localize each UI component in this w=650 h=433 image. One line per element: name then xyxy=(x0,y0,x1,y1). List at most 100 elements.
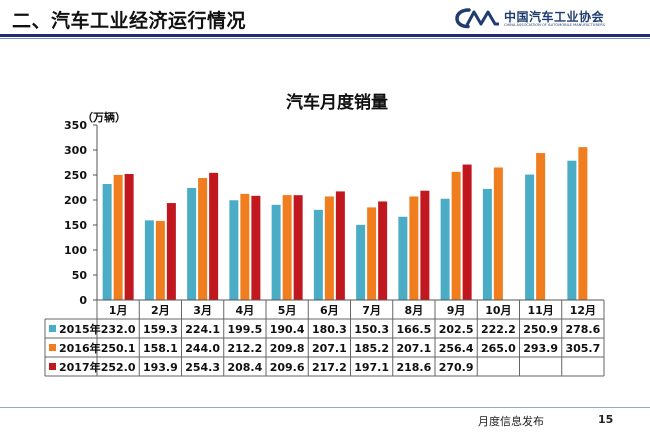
table-cell-value: 222.2 xyxy=(481,323,516,336)
table-cell-value: 305.7 xyxy=(565,342,600,355)
table-cell-value: 270.9 xyxy=(439,361,474,374)
legend-label: 2016年 xyxy=(59,341,101,355)
x-tick-label: 1月 xyxy=(109,304,128,317)
x-tick-label: 9月 xyxy=(447,304,466,317)
table-cell-value: 190.4 xyxy=(270,323,305,336)
org-name: 中国汽车工业协会 xyxy=(504,10,605,24)
table-cell-value: 150.3 xyxy=(354,323,389,336)
table-cell-value: 256.4 xyxy=(439,342,474,355)
bar xyxy=(271,204,281,300)
y-tick-label: 350 xyxy=(64,119,87,132)
y-tick-label: 200 xyxy=(64,194,87,207)
table-cell-value: 207.1 xyxy=(396,342,431,355)
table-cell-value: 293.9 xyxy=(523,342,558,355)
data-table: 1月 2月 3月 4月 5月 6月 7月 8月 9月 10月 11月 12月 2015年 232.0 159… xyxy=(44,300,605,377)
legend-label: 2015年 xyxy=(59,322,101,336)
bar xyxy=(124,174,134,300)
chart-title: 汽车月度销量 xyxy=(286,92,388,113)
y-tick-label: 250 xyxy=(64,169,87,182)
table-cell-value: 209.8 xyxy=(270,342,305,355)
y-tick-label: 100 xyxy=(64,244,87,257)
table-cell-value: 159.3 xyxy=(143,323,178,336)
y-tick-label: 0 xyxy=(79,294,87,307)
bar xyxy=(113,174,123,300)
bar xyxy=(493,167,503,300)
slide-title: 二、汽车工业经济运行情况 xyxy=(12,10,247,32)
table-cell-value: 207.1 xyxy=(312,342,347,355)
header-divider xyxy=(0,34,650,37)
table-cell-value: 212.2 xyxy=(227,342,262,355)
bar xyxy=(293,195,303,300)
footer-label: 月度信息发布 xyxy=(478,415,544,428)
x-tick-label: 10月 xyxy=(485,304,511,317)
bar xyxy=(536,153,546,300)
y-axis-ticks: 0 50 100 150 200 250 300 350 xyxy=(64,119,98,307)
bar xyxy=(482,188,492,300)
table-cell-value: 180.3 xyxy=(312,323,347,336)
table-cell-value: 193.9 xyxy=(143,361,178,374)
table-cell-value: 224.1 xyxy=(185,323,220,336)
bar xyxy=(462,164,472,300)
table-cell-value: 217.2 xyxy=(312,361,347,374)
bar xyxy=(378,201,388,300)
bar xyxy=(102,184,112,300)
legend-label: 2017年 xyxy=(59,360,101,374)
bar xyxy=(251,195,261,300)
bar xyxy=(324,196,334,300)
table-cell-value: 250.9 xyxy=(523,323,558,336)
bar xyxy=(282,195,292,300)
bar xyxy=(144,220,154,300)
org-name-english: CHINA ASSOCIATION OF AUTOMOBILE MANUFACT… xyxy=(504,23,605,27)
bar-series xyxy=(97,147,604,301)
bar xyxy=(398,216,408,300)
bar xyxy=(335,191,345,300)
y-axis-unit-label: （万辆） xyxy=(82,110,126,124)
bar xyxy=(451,171,461,300)
table-cell-value: 202.5 xyxy=(439,323,474,336)
bar xyxy=(440,198,450,300)
table-cell-value: 197.1 xyxy=(354,361,389,374)
bar xyxy=(356,224,366,300)
slide-header: 二、汽车工业经济运行情况 中国汽车工业协会 CHINA ASSOCIATION … xyxy=(0,0,650,34)
bar xyxy=(166,203,176,300)
bar xyxy=(209,172,219,300)
footer-divider xyxy=(0,407,650,408)
x-tick-label: 3月 xyxy=(193,304,212,317)
x-tick-label: 7月 xyxy=(362,304,381,317)
table-cell-value: 218.6 xyxy=(396,361,431,374)
legend-swatch xyxy=(49,325,56,332)
x-tick-label: 12月 xyxy=(570,304,596,317)
table-cell-value: 166.5 xyxy=(396,323,431,336)
x-tick-label: 11月 xyxy=(527,304,553,317)
bar xyxy=(155,220,165,300)
table-cell-value: 208.4 xyxy=(227,361,262,374)
y-tick-label: 50 xyxy=(72,269,88,282)
org-logo: 中国汽车工业协会 CHINA ASSOCIATION OF AUTOMOBILE… xyxy=(455,7,645,31)
table-cell-value: 278.6 xyxy=(565,323,600,336)
bar xyxy=(240,193,250,300)
bar xyxy=(409,196,419,300)
table-cell-value: 158.1 xyxy=(143,342,178,355)
x-tick-label: 5月 xyxy=(278,304,297,317)
legend-swatch xyxy=(49,344,56,351)
table-cell-value: 244.0 xyxy=(185,342,220,355)
bar xyxy=(187,187,197,300)
header-divider-thin xyxy=(0,38,650,39)
bar xyxy=(525,174,535,300)
table-cell-value: 252.0 xyxy=(101,361,136,374)
x-tick-label: 8月 xyxy=(405,304,424,317)
caam-logo-icon xyxy=(455,8,499,29)
x-tick-label: 4月 xyxy=(236,304,255,317)
x-tick-label: 6月 xyxy=(320,304,339,317)
x-tick-label: 2月 xyxy=(151,304,170,317)
bar xyxy=(420,190,430,300)
table-cell-value: 250.1 xyxy=(101,342,136,355)
bar xyxy=(567,160,577,300)
table-cell-value: 209.6 xyxy=(270,361,305,374)
bar xyxy=(313,209,323,300)
y-tick-label: 300 xyxy=(64,144,87,157)
y-tick-label: 150 xyxy=(64,219,87,232)
table-cell-value: 232.0 xyxy=(101,323,136,336)
page-number: 15 xyxy=(598,413,614,426)
